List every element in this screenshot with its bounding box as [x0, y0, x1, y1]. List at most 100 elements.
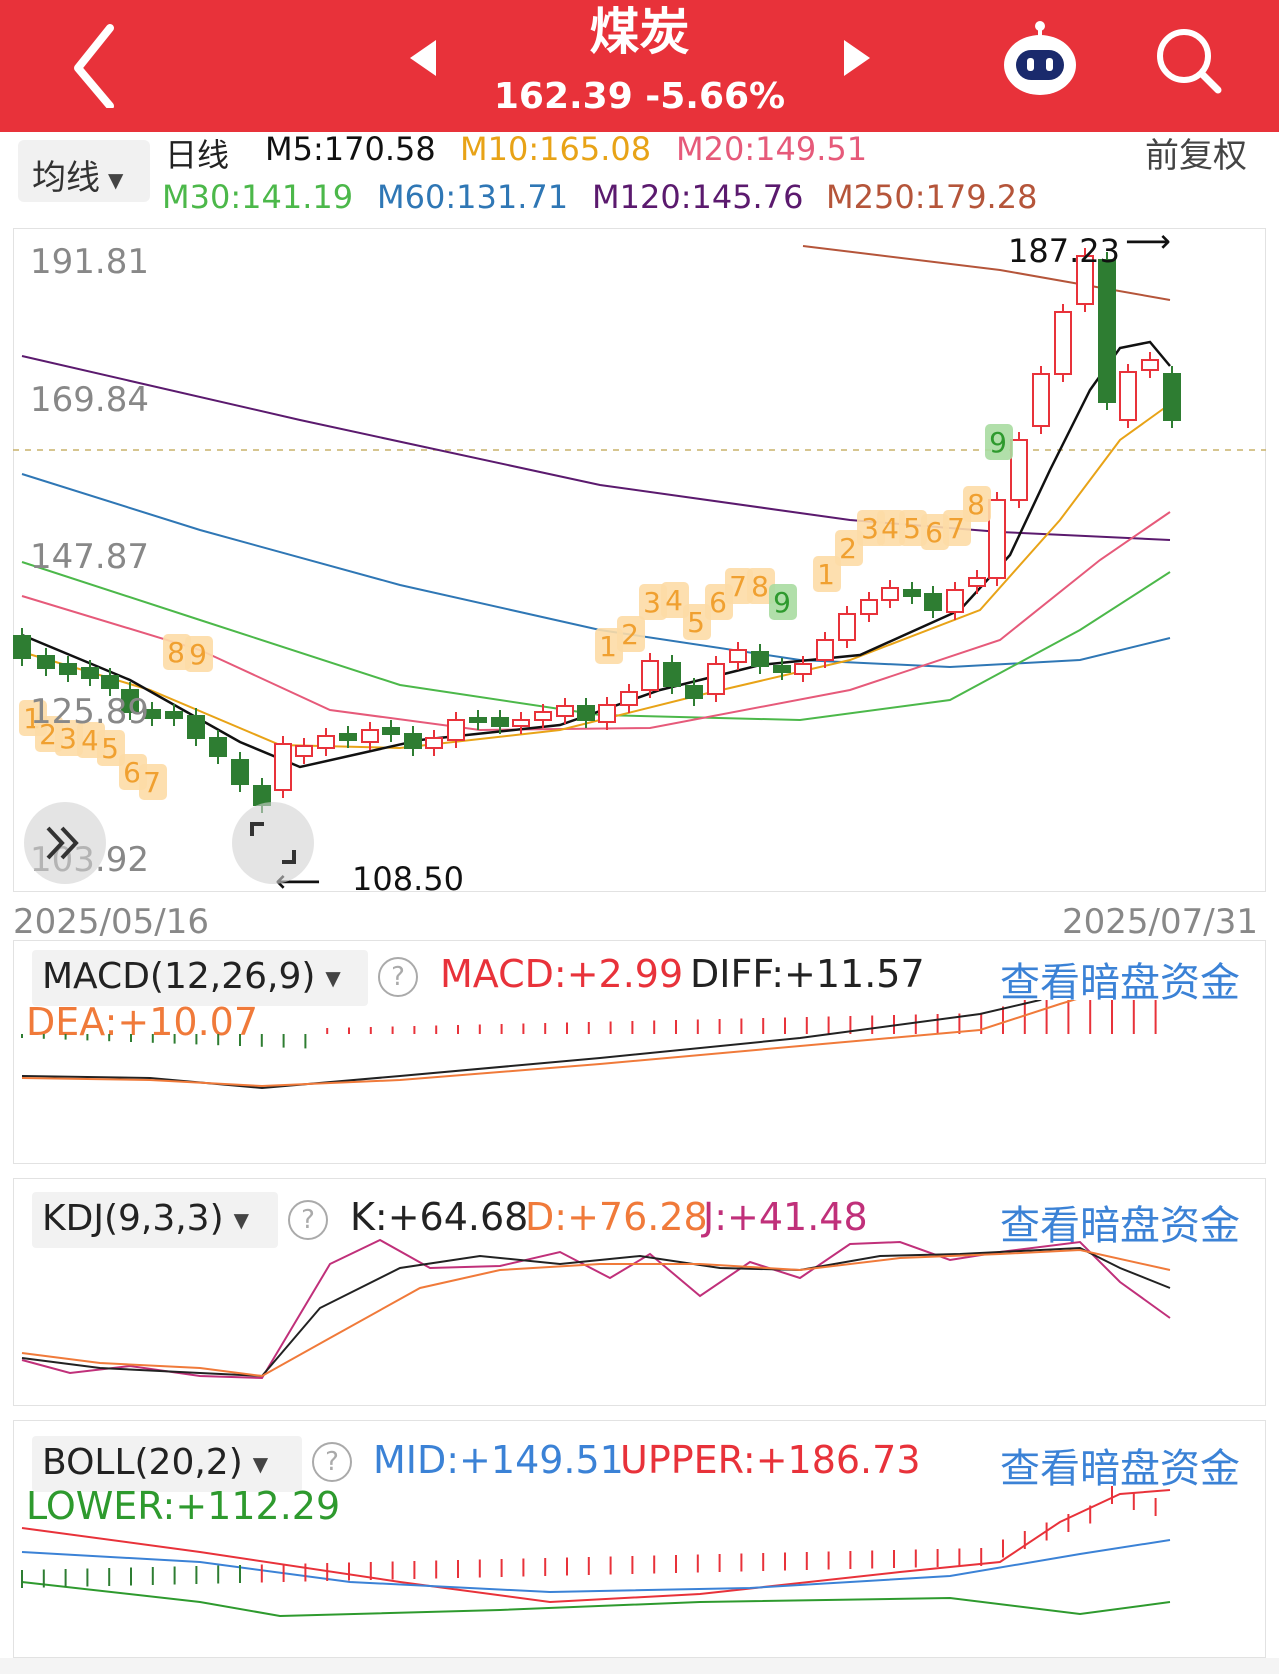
date-end: 2025/07/31 [1062, 902, 1258, 942]
candle [317, 735, 335, 749]
m120-line [21, 355, 1171, 541]
candle [491, 717, 509, 727]
candle [860, 599, 878, 615]
prev-icon[interactable] [402, 38, 442, 78]
boll-selector-label: BOLL(20,2) [42, 1442, 243, 1483]
td-count-d: 6 [925, 516, 943, 549]
td-count-c-bg [617, 616, 645, 652]
chevron-down-icon: ▼ [325, 966, 341, 990]
td-count-c: 9 [773, 586, 791, 619]
candle [1098, 259, 1116, 403]
td-count-b: 9 [189, 638, 207, 671]
candle [924, 593, 942, 611]
macd-selector-label: MACD(12,26,9) [42, 956, 316, 997]
kdj-selector-label: KDJ(9,3,3) [42, 1198, 224, 1239]
candle [165, 711, 183, 719]
y-label-1: 191.81 [30, 242, 149, 282]
k-value: K:+64.68 [350, 1195, 529, 1239]
macd-panel-frame [13, 940, 1266, 1164]
candle [685, 685, 703, 699]
search-icon[interactable] [1150, 22, 1228, 100]
kdj-dropdown[interactable]: KDJ(9,3,3) ▼ [32, 1192, 278, 1248]
candle [143, 709, 161, 719]
boll-chart [21, 1486, 1171, 1618]
candle [903, 589, 921, 597]
td-count-a-bg [55, 720, 83, 756]
candle [339, 733, 357, 741]
m30-value: M30:141.19 [162, 178, 354, 216]
td-count-b-bg [163, 634, 191, 670]
chevron-down-icon: ▼ [252, 1452, 269, 1476]
lower-band [21, 1581, 1171, 1618]
candle [1010, 439, 1028, 501]
dea-line [21, 1000, 1077, 1088]
candle [598, 704, 616, 723]
candle [620, 691, 638, 706]
adjust-type[interactable]: 前复权 [1145, 136, 1247, 176]
candle [231, 759, 249, 785]
candle [816, 639, 834, 661]
candle [729, 649, 747, 663]
mid-value: MID:+149.51 [373, 1438, 624, 1482]
dark-pool-link-kdj[interactable]: 查看暗盘资金 [1000, 1203, 1240, 1249]
candle [274, 743, 292, 791]
date-start: 2025/05/16 [13, 902, 209, 942]
td-count-a: 6 [123, 756, 141, 789]
candle [59, 663, 77, 675]
candle [838, 613, 856, 641]
macd-dropdown[interactable]: MACD(12,26,9) ▼ [32, 950, 368, 1006]
y-label-4: 125.89 [30, 692, 149, 732]
expand-button[interactable] [24, 802, 106, 884]
td-count-c: 3 [643, 586, 661, 619]
td-count-d-bg [877, 510, 905, 546]
back-arrow-icon[interactable] [60, 18, 140, 108]
boll-dropdown[interactable]: BOLL(20,2) ▼ [32, 1436, 302, 1492]
candle [988, 499, 1006, 579]
robot-icon[interactable] [1000, 20, 1080, 100]
bottom-bar [0, 1658, 1279, 1674]
candle [773, 665, 791, 673]
candle [577, 705, 595, 721]
td-count-d-bg [963, 486, 991, 522]
fullscreen-button[interactable] [232, 802, 314, 884]
period-label[interactable]: 日线 [165, 136, 230, 174]
td-count-c-bg [725, 568, 753, 604]
help-icon[interactable]: ? [288, 1200, 328, 1240]
td-count-a-bg [139, 764, 167, 800]
td-count-d: 2 [839, 532, 857, 565]
ma-type-dropdown[interactable]: 均线 ▼ [18, 140, 150, 202]
td-count-d: 7 [947, 512, 965, 545]
candle [946, 589, 964, 613]
candle [1076, 255, 1094, 305]
td-count-a: 5 [101, 732, 119, 765]
td-count-d: 8 [967, 488, 985, 521]
candle [751, 651, 769, 667]
m60-value: M60:131.71 [377, 178, 569, 216]
candle [534, 711, 552, 721]
dark-pool-link-boll[interactable]: 查看暗盘资金 [1000, 1446, 1240, 1492]
td-count-c-bg [661, 582, 689, 618]
candle [13, 635, 31, 659]
candle [81, 667, 99, 679]
next-icon[interactable] [838, 38, 878, 78]
td-count-d: 1 [817, 558, 835, 591]
m20-value: M20:149.51 [676, 130, 868, 168]
candle [37, 655, 55, 669]
price-change: 162.39 -5.66% [493, 76, 786, 117]
j-value: J:+41.48 [703, 1195, 868, 1239]
boll-panel-frame [13, 1420, 1266, 1658]
high-price-label: 187.23 [1008, 232, 1120, 270]
candle [641, 660, 659, 691]
y-label-3: 147.87 [30, 537, 149, 577]
dark-pool-link-macd[interactable]: 查看暗盘资金 [1000, 960, 1240, 1006]
td-count-b: 8 [167, 636, 185, 669]
help-icon[interactable]: ? [378, 957, 418, 997]
y-label-2: 169.84 [30, 380, 149, 420]
help-icon[interactable]: ? [312, 1442, 352, 1482]
td-count-d: 4 [881, 512, 899, 545]
td-count-c: 2 [621, 618, 639, 651]
td-count-d-bg [835, 530, 863, 566]
td-count-c: 7 [729, 570, 747, 603]
low-price-label: 108.50 [352, 860, 464, 898]
